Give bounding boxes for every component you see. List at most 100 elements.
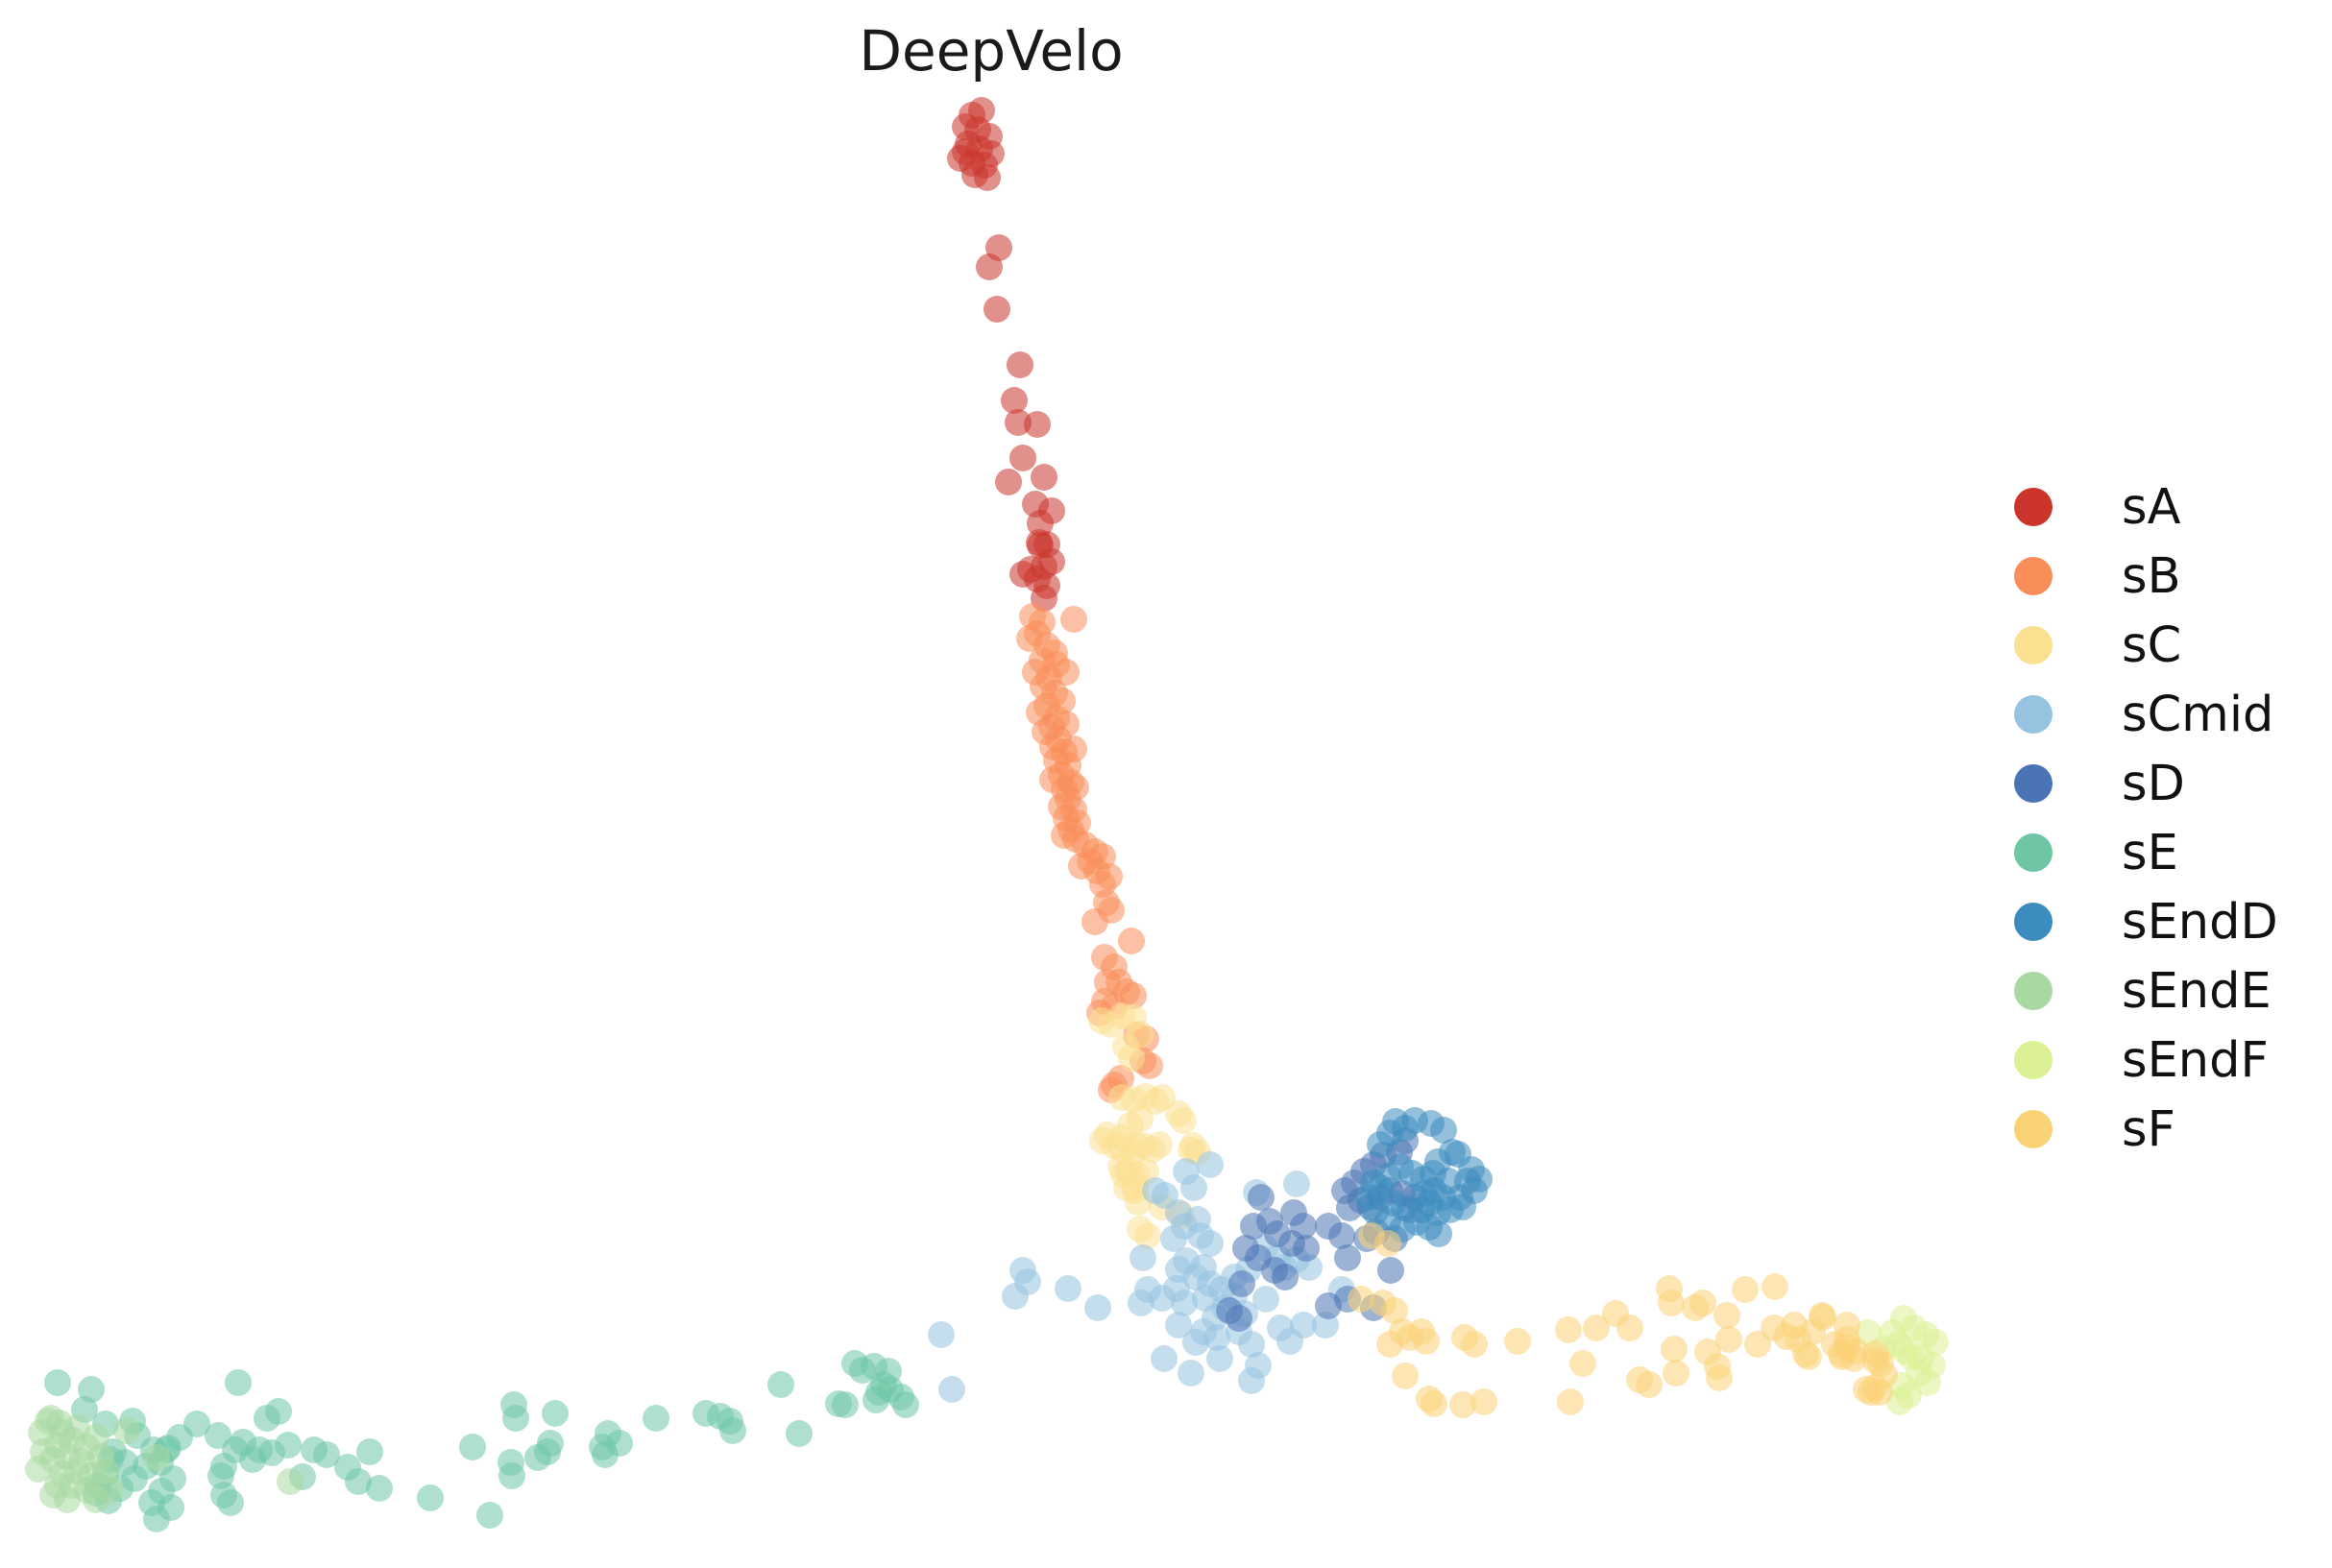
- data-point-sA: [1027, 532, 1054, 559]
- data-point-sA: [1024, 411, 1051, 438]
- data-point-sCmid: [1252, 1286, 1279, 1313]
- data-point-sEndE: [143, 1444, 170, 1471]
- data-point-sD: [1293, 1235, 1320, 1262]
- data-point-sEndE: [113, 1417, 140, 1444]
- data-point-sCmid: [1151, 1345, 1178, 1372]
- data-point-sCmid: [1290, 1312, 1317, 1339]
- legend-label-sE: sE: [2122, 824, 2178, 881]
- data-point-sD: [1334, 1244, 1361, 1271]
- data-point-sF: [1451, 1324, 1478, 1351]
- data-point-sA: [1031, 464, 1057, 491]
- legend-label-sA: sA: [2122, 478, 2181, 536]
- data-point-sEndF: [1906, 1360, 1932, 1387]
- data-point-sD: [1226, 1305, 1252, 1332]
- data-point-sC: [1149, 1084, 1176, 1111]
- data-point-sE: [313, 1441, 340, 1468]
- data-point-sF: [1413, 1328, 1440, 1355]
- data-point-sE: [158, 1494, 184, 1521]
- data-point-sE: [498, 1462, 525, 1489]
- data-point-sE: [606, 1430, 633, 1457]
- data-point-sA: [1027, 510, 1054, 537]
- series-sC: [1088, 1002, 1211, 1249]
- data-point-sCmid: [1238, 1331, 1265, 1358]
- data-point-sE: [265, 1398, 292, 1425]
- data-point-sF: [1834, 1312, 1860, 1339]
- data-point-sC: [1134, 1222, 1161, 1249]
- data-point-sE: [643, 1405, 669, 1432]
- series-sE: [44, 1350, 919, 1532]
- series-sA: [947, 97, 1065, 612]
- legend: sA sB sC sCmid sD sE sEndD sEndE sEndF sF: [2014, 472, 2278, 1164]
- data-point-sCmid: [1197, 1151, 1224, 1178]
- data-point-sE: [786, 1420, 813, 1447]
- data-point-sF: [1381, 1297, 1408, 1324]
- data-point-sEndF: [1886, 1388, 1913, 1415]
- data-point-sD: [1377, 1257, 1404, 1284]
- data-point-sCmid: [1165, 1312, 1192, 1339]
- data-point-sF: [1449, 1391, 1476, 1418]
- legend-label-sD: sD: [2122, 755, 2185, 812]
- data-point-sA: [1009, 445, 1036, 471]
- data-point-sE: [417, 1484, 444, 1511]
- data-point-sF: [1555, 1316, 1582, 1343]
- data-point-sCmid: [1055, 1275, 1081, 1302]
- data-point-sE: [356, 1438, 383, 1465]
- data-point-sF: [1557, 1388, 1584, 1415]
- data-point-sE: [459, 1434, 486, 1460]
- legend-label-sEndF: sEndF: [2122, 1031, 2269, 1089]
- data-point-sE: [537, 1430, 564, 1457]
- data-point-sEndD: [1430, 1117, 1457, 1144]
- data-point-sA: [952, 138, 979, 165]
- data-point-sF: [1470, 1388, 1497, 1415]
- data-point-sF: [1376, 1331, 1403, 1358]
- legend-label-sB: sB: [2122, 547, 2181, 605]
- data-point-sF: [1374, 1230, 1401, 1257]
- data-point-sCmid: [1163, 1275, 1190, 1302]
- data-point-sF: [1744, 1331, 1771, 1358]
- data-point-sF: [1348, 1286, 1374, 1313]
- data-point-sE: [207, 1462, 234, 1489]
- data-point-sCmid: [1203, 1324, 1230, 1351]
- data-point-sCmid: [1128, 1290, 1154, 1316]
- data-point-sA: [1007, 351, 1033, 378]
- legend-marker-sCmid: [2014, 695, 2053, 734]
- data-point-sF: [1689, 1290, 1716, 1316]
- data-point-sEndE: [97, 1477, 124, 1504]
- legend-item-sEndF: sEndF: [2014, 1025, 2278, 1095]
- data-point-sA: [1001, 387, 1028, 414]
- data-point-sD: [1228, 1270, 1255, 1297]
- chart-title: DeepVelo: [859, 18, 1124, 84]
- data-point-sE: [217, 1489, 244, 1516]
- data-point-sF: [1416, 1386, 1443, 1412]
- data-point-sA: [974, 164, 1001, 191]
- legend-label-sCmid: sCmid: [2122, 686, 2274, 743]
- data-point-sE: [183, 1411, 210, 1437]
- data-point-sB: [1118, 928, 1145, 954]
- data-point-sC: [1178, 1137, 1204, 1164]
- data-point-sF: [1616, 1315, 1643, 1341]
- legend-item-sA: sA: [2014, 472, 2278, 542]
- data-point-sF: [1569, 1350, 1596, 1377]
- data-point-sD: [1248, 1184, 1275, 1211]
- legend-item-sEndD: sEndD: [2014, 887, 2278, 956]
- data-point-sE: [366, 1475, 393, 1502]
- data-point-sF: [1871, 1362, 1898, 1388]
- legend-marker-sEndD: [2014, 903, 2053, 941]
- legend-marker-sE: [2014, 833, 2053, 872]
- legend-item-sC: sC: [2014, 611, 2278, 680]
- data-point-sA: [995, 469, 1022, 495]
- data-point-sD: [1272, 1264, 1299, 1291]
- data-point-sF: [1504, 1328, 1531, 1355]
- data-point-sCmid: [1238, 1367, 1265, 1394]
- data-point-sA: [984, 296, 1010, 323]
- data-point-sF: [1840, 1345, 1867, 1372]
- legend-label-sEndE: sEndE: [2122, 962, 2271, 1020]
- data-point-sEndD: [1466, 1166, 1493, 1193]
- series-sEndF: [1855, 1305, 1949, 1415]
- data-point-sEndE: [25, 1456, 52, 1483]
- data-point-sCmid: [1197, 1230, 1224, 1257]
- data-point-sF: [1713, 1302, 1740, 1329]
- legend-item-sF: sF: [2014, 1095, 2278, 1164]
- data-point-sCmid: [1206, 1345, 1233, 1372]
